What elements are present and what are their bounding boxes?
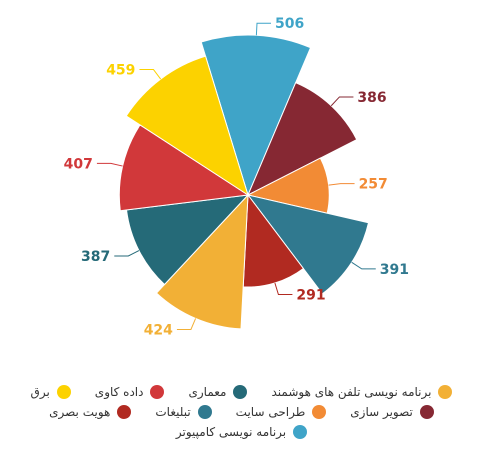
- legend-label: برق: [30, 385, 50, 399]
- legend-label: داده کاوی: [94, 385, 144, 399]
- leader-line-3: [328, 183, 355, 186]
- data-label-4: 391: [380, 262, 409, 278]
- slices-layer: [118, 34, 370, 330]
- leader-line-9: [139, 69, 162, 80]
- data-label-8: 407: [64, 156, 93, 172]
- slice-6[interactable]: [155, 193, 249, 330]
- legend-swatch-icon: [117, 405, 132, 419]
- legend-label: طراحی سایت: [235, 405, 306, 419]
- legend-label: تصویر سازی: [350, 405, 413, 419]
- legend-item[interactable]: تصویر سازی: [350, 405, 434, 419]
- slice-1[interactable]: [200, 34, 312, 197]
- data-label-9: 459: [106, 63, 135, 79]
- data-label-5: 291: [296, 287, 325, 303]
- leader-line-8: [96, 162, 123, 167]
- leader-line-6: [176, 318, 197, 330]
- legend-label: معماری: [188, 385, 227, 399]
- legend-row-3: برنامه نویسی کامپیوتر: [0, 422, 483, 442]
- legend: برنامه نویسی تلفن های هوشمند معماری داده ک…: [0, 382, 483, 442]
- legend-swatch-icon: [233, 385, 248, 399]
- data-label-2: 386: [357, 90, 386, 106]
- leader-line-5: [274, 282, 293, 295]
- slice-4[interactable]: [246, 194, 370, 295]
- slice-8[interactable]: [118, 124, 250, 212]
- legend-item[interactable]: برنامه نویسی تلفن های هوشمند: [271, 385, 453, 399]
- leader-line-4: [351, 261, 376, 270]
- legend-label: برنامه نویسی تلفن های هوشمند: [271, 385, 432, 399]
- legend-item[interactable]: تبلیغات: [155, 405, 212, 419]
- data-label-7: 387: [81, 249, 110, 265]
- data-labels-layer: 506 386 257 391 291 424 387 407 459: [64, 16, 409, 338]
- legend-item[interactable]: معماری: [188, 385, 248, 399]
- data-label-6: 424: [144, 322, 173, 338]
- legend-row-1: برنامه نویسی تلفن های هوشمند معماری داده ک…: [0, 382, 483, 402]
- legend-item[interactable]: هویت بصری: [49, 405, 132, 419]
- legend-swatch-icon: [438, 385, 453, 399]
- legend-item[interactable]: برنامه نویسی کامپیوتر: [175, 425, 308, 439]
- legend-swatch-icon: [293, 425, 308, 439]
- legend-swatch-icon: [197, 405, 212, 419]
- slice-7[interactable]: [125, 194, 250, 286]
- leader-line-2: [330, 96, 354, 107]
- legend-item[interactable]: طراحی سایت: [236, 405, 327, 419]
- leader-line-7: [114, 250, 140, 257]
- legend-swatch-icon: [419, 405, 434, 419]
- data-label-1: 506: [275, 16, 304, 32]
- legend-swatch-icon: [150, 385, 165, 399]
- legend-label: برنامه نویسی کامپیوتر: [175, 425, 287, 439]
- legend-item[interactable]: داده کاوی: [95, 385, 165, 399]
- legend-item[interactable]: برق: [31, 385, 71, 399]
- legend-label: هویت بصری: [49, 405, 111, 419]
- leader-line-1: [255, 22, 272, 36]
- legend-swatch-icon: [56, 385, 71, 399]
- slice-5[interactable]: [242, 193, 305, 288]
- legend-swatch-icon: [312, 405, 327, 419]
- legend-row-2: تصویر سازی طراحی سایت تبلیغات هویت بصری: [0, 402, 483, 422]
- slice-9[interactable]: [125, 55, 249, 197]
- legend-label: تبلیغات: [155, 405, 191, 419]
- data-label-3: 257: [359, 177, 388, 193]
